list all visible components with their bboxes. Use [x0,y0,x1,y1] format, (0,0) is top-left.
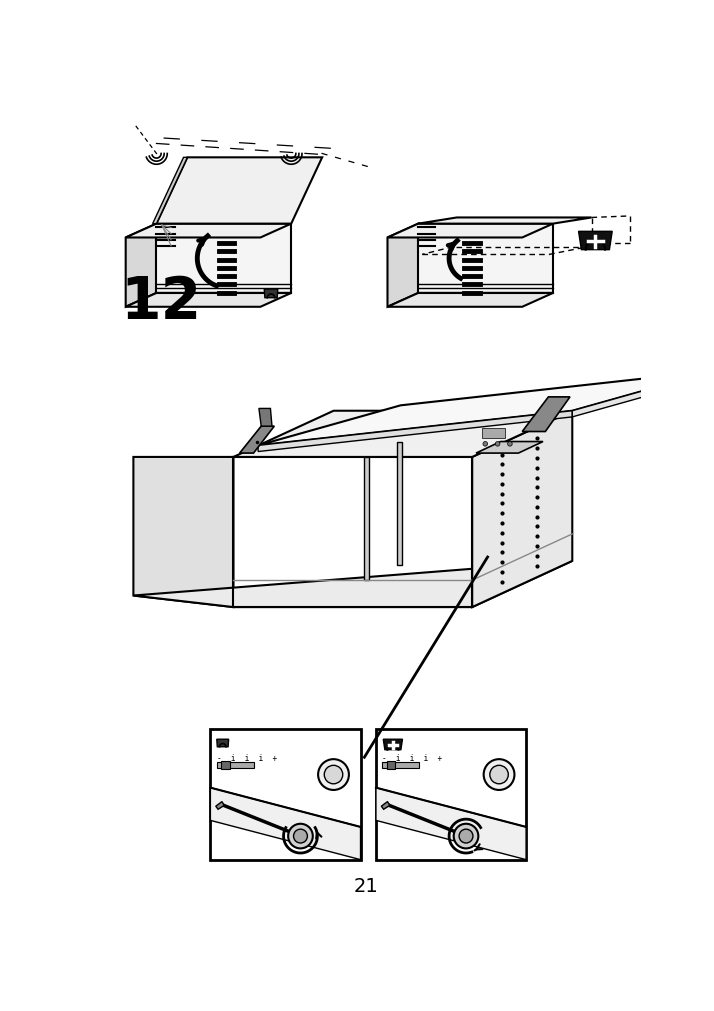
Text: 21: 21 [353,877,378,896]
Text: -  i  i  i  +: - i i i + [216,753,276,762]
Polygon shape [476,442,543,454]
Circle shape [324,765,343,784]
Polygon shape [578,233,612,251]
Polygon shape [388,293,553,307]
Polygon shape [156,158,322,224]
Polygon shape [383,739,403,750]
Circle shape [483,442,488,447]
Polygon shape [216,802,224,810]
Text: 12: 12 [120,274,201,331]
Circle shape [288,824,313,848]
Polygon shape [233,411,573,457]
Polygon shape [418,218,591,224]
Polygon shape [259,409,272,427]
Bar [387,761,395,769]
Bar [376,729,526,859]
Bar [221,761,230,769]
Polygon shape [156,224,291,293]
Circle shape [490,765,508,784]
Polygon shape [398,442,402,565]
Polygon shape [211,788,361,859]
Circle shape [318,759,349,791]
Text: -  i  i  i  +: - i i i + [382,753,442,762]
Circle shape [508,442,512,447]
Polygon shape [258,411,573,452]
Polygon shape [258,371,714,446]
Polygon shape [126,224,291,239]
Polygon shape [126,293,291,307]
Polygon shape [217,739,228,747]
Bar [482,429,506,438]
Polygon shape [134,561,573,608]
Polygon shape [388,224,553,239]
Polygon shape [134,457,233,608]
Bar [216,762,253,767]
Polygon shape [381,802,390,810]
Circle shape [483,759,515,791]
Polygon shape [264,290,278,298]
Polygon shape [388,224,418,307]
Polygon shape [418,224,553,293]
Polygon shape [573,371,714,418]
Circle shape [496,442,500,447]
Polygon shape [376,788,526,859]
Polygon shape [153,158,187,224]
Circle shape [453,824,478,848]
Bar [382,762,419,767]
Circle shape [293,829,308,843]
Polygon shape [240,427,274,454]
Polygon shape [522,397,570,432]
Circle shape [459,829,473,843]
Polygon shape [364,457,369,580]
Bar [211,729,361,859]
Polygon shape [472,411,573,608]
Polygon shape [126,224,156,307]
